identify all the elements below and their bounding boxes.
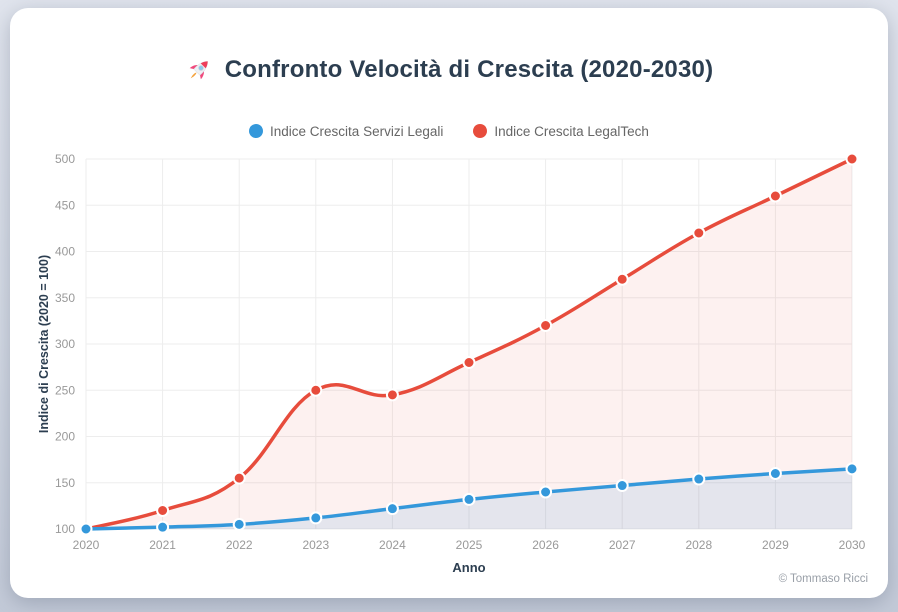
legend-item-servizi-legali[interactable]: Indice Crescita Servizi Legali [249,124,443,139]
x-tick-label: 2029 [762,538,789,552]
y-tick-label: 150 [55,476,75,490]
x-tick-label: 2024 [379,538,406,552]
data-point [768,189,782,203]
y-tick-label: 400 [55,245,75,259]
data-point [385,502,399,516]
rocket-nose [200,61,208,69]
y-tick-label: 250 [55,383,75,397]
data-point [845,152,859,166]
growth-chart: 100 150 200 250 300 350 400 450 500 2020 2021 2022 2… [37,152,866,575]
x-tick-label: 2028 [685,538,712,552]
x-tick-label: 2023 [302,538,329,552]
rocket-flame [190,72,197,79]
y-tick-label: 300 [55,337,75,351]
data-point [615,479,629,493]
data-point [462,356,476,369]
y-tick-label: 200 [55,430,75,444]
y-axis-title: Indice di Crescita (2020 = 100) [37,255,51,433]
data-point [309,383,323,397]
chart-legend: Indice Crescita Servizi Legali Indice Cr… [10,118,888,144]
x-tick-label: 2022 [226,538,253,552]
data-point [462,492,476,506]
x-tick-label: 2027 [609,538,636,552]
rocket-window [197,65,204,71]
y-tick-label: 450 [55,198,75,212]
rocket-fin-right [199,71,204,80]
x-tick-label: 2021 [149,538,176,552]
y-tick-label: 500 [55,152,75,166]
data-point [156,504,170,517]
data-point [539,319,553,332]
data-point [79,522,93,536]
legend-item-legaltech[interactable]: Indice Crescita LegalTech [473,124,649,139]
data-point [768,467,782,480]
x-tick-label: 2025 [456,538,483,552]
legend-swatch [249,124,264,138]
x-tick-label: 2026 [532,538,559,552]
rocket-fin-left [189,65,198,70]
page-title: Confronto Velocità di Crescita (2020-203… [224,56,714,83]
chart-header: Confronto Velocità di Crescita (2020-203… [10,8,888,86]
data-point [385,388,399,402]
data-point [539,485,553,499]
x-tick-label: 2030 [839,538,866,552]
data-point [309,511,323,525]
x-axis-title: Anno [452,560,485,575]
x-tick-label: 2020 [73,538,100,552]
data-point [232,517,246,531]
legend-swatch [473,124,488,138]
rocket-icon [189,61,208,80]
copyright-credit: © Tommaso Ricci [778,573,868,585]
data-point [232,471,246,485]
legend-label: Indice Crescita LegalTech [494,123,649,139]
series-area [86,159,852,529]
y-tick-label: 350 [55,291,75,305]
data-point [156,520,170,534]
chart-card: Confronto Velocità di Crescita (2020-203… [10,8,888,598]
data-point [615,272,629,286]
legend-label: Indice Crescita Servizi Legali [270,123,444,139]
data-point [692,472,706,486]
y-tick-label: 100 [55,522,75,536]
data-point [845,462,859,476]
data-point [692,226,706,240]
